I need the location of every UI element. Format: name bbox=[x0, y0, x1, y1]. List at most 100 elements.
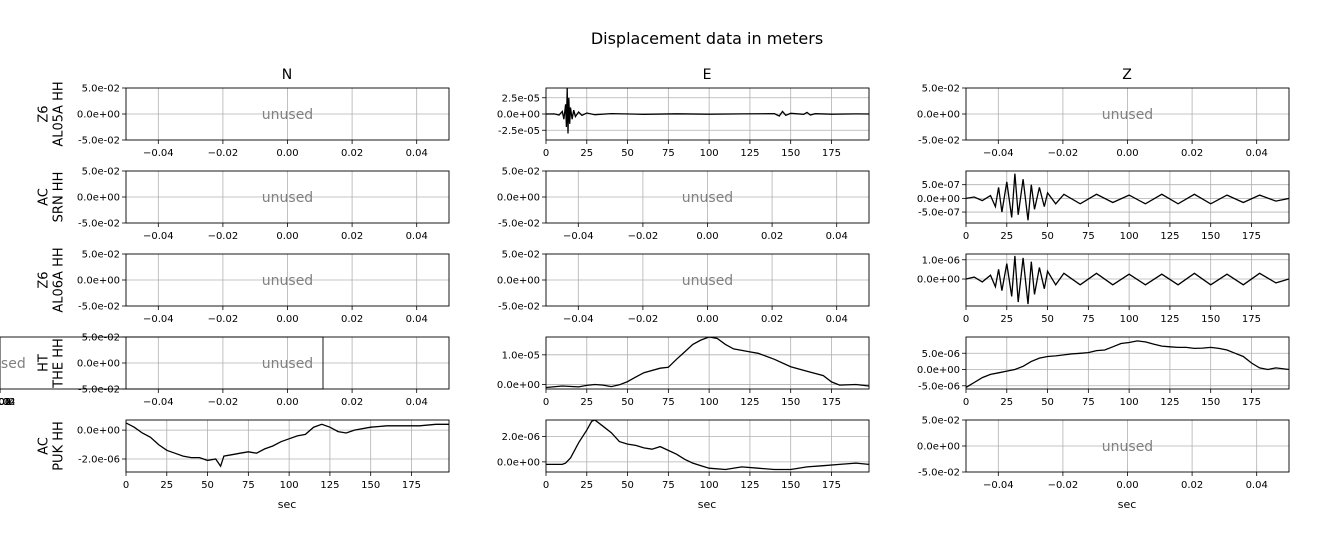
x-tick-label: 0.04 bbox=[406, 314, 428, 325]
x-tick-label: 0.04 bbox=[0, 397, 11, 408]
y-tick-label: 0.0e+00 bbox=[77, 193, 120, 204]
x-tick-label: 100 bbox=[700, 148, 719, 159]
y-tick-label: 0.0e+00 bbox=[497, 457, 540, 468]
x-tick-label: 25 bbox=[1000, 397, 1013, 408]
x-tick-label: 25 bbox=[580, 480, 593, 491]
y-tick-label: 1.0e-05 bbox=[502, 350, 540, 361]
x-tick-label: 125 bbox=[740, 480, 759, 491]
y-tick-label: 0.0e+00 bbox=[917, 442, 960, 453]
x-tick-label: 100 bbox=[700, 480, 719, 491]
series-line bbox=[966, 173, 1289, 221]
unused-label: unused bbox=[0, 356, 26, 372]
y-tick-label: 5.0e-06 bbox=[922, 349, 960, 360]
x-tick-label: −0.04 bbox=[143, 314, 174, 325]
y-tick-label: 0.0e+00 bbox=[917, 365, 960, 376]
x-tick-label: −0.02 bbox=[628, 314, 659, 325]
x-tick-label: 0.00 bbox=[1116, 480, 1138, 491]
column-title-e: E bbox=[703, 67, 712, 83]
row-label-network: Z6 bbox=[36, 105, 51, 122]
y-tick-label: -5.0e-02 bbox=[78, 385, 120, 396]
x-tick-label: 0.04 bbox=[826, 314, 848, 325]
y-tick-label: 5.0e-02 bbox=[82, 333, 120, 344]
x-tick-label: 0.02 bbox=[0, 397, 11, 408]
x-tick-label: 25 bbox=[1000, 231, 1013, 242]
x-tick-label: −0.04 bbox=[143, 397, 174, 408]
panel-frame bbox=[545, 336, 870, 390]
unused-label: unused bbox=[262, 356, 313, 372]
y-tick-label: 0.0e+00 bbox=[77, 110, 120, 121]
x-tick-label: −0.04 bbox=[143, 148, 174, 159]
unused-label: unused bbox=[1102, 107, 1153, 123]
x-tick-label: 0 bbox=[963, 397, 969, 408]
x-tick-label: 100 bbox=[700, 397, 719, 408]
series-line bbox=[546, 420, 869, 471]
y-tick-label: 5.0e-02 bbox=[502, 250, 540, 261]
x-tick-label: 0.02 bbox=[341, 231, 363, 242]
x-tick-label: 75 bbox=[242, 480, 255, 491]
x-tick-label: 0.00 bbox=[276, 231, 298, 242]
y-tick-label: 0.0e+00 bbox=[917, 194, 960, 205]
series-line bbox=[966, 255, 1289, 305]
y-tick-label: 0.0e+00 bbox=[77, 426, 120, 437]
x-tick-label: 0 bbox=[543, 148, 549, 159]
y-tick-label: 5.0e-02 bbox=[82, 250, 120, 261]
row-label-station: AL06A HH bbox=[51, 247, 66, 312]
row-label: ACPUK HH bbox=[36, 421, 66, 471]
series-line bbox=[546, 337, 869, 389]
row-label-network: AC bbox=[36, 188, 51, 206]
panel: 0 25 50 75 100 125 150 175 5.0e-07 0.0e+00 -5.0e-0… bbox=[917, 170, 1290, 242]
x-tick-label: 0.00 bbox=[696, 314, 718, 325]
series-line bbox=[966, 340, 1289, 388]
series-line bbox=[126, 422, 449, 468]
x-tick-label: 100 bbox=[280, 480, 299, 491]
y-tick-label: -2.5e-05 bbox=[498, 126, 540, 137]
y-tick-label: -5.0e-07 bbox=[918, 208, 960, 219]
panel-frame bbox=[965, 87, 1290, 141]
x-tick-label: 25 bbox=[1000, 314, 1013, 325]
x-tick-label: 150 bbox=[1201, 314, 1220, 325]
x-tick-label: −0.02 bbox=[208, 148, 239, 159]
x-tick-label: 50 bbox=[621, 397, 634, 408]
panel-frame bbox=[965, 419, 1290, 473]
x-tick-label: 75 bbox=[662, 397, 675, 408]
x-tick-label: 150 bbox=[781, 148, 800, 159]
x-tick-label: −0.02 bbox=[208, 231, 239, 242]
x-tick-label: 125 bbox=[1160, 314, 1179, 325]
x-tick-label: 50 bbox=[1041, 397, 1054, 408]
unused-label: unused bbox=[262, 273, 313, 289]
row-label-station: AL05A HH bbox=[51, 81, 66, 146]
panel: −0.04 −0.02 0.00 0.02 0.04 5.0e-02 0.0e+00 -5.0… bbox=[77, 167, 450, 242]
y-tick-label: 2.5e-05 bbox=[502, 93, 540, 104]
y-tick-label: 0.0e+00 bbox=[497, 276, 540, 287]
x-tick-label: 75 bbox=[1082, 231, 1095, 242]
row-label-network: AC bbox=[36, 437, 51, 455]
x-tick-label: 175 bbox=[822, 148, 841, 159]
figure-title: Displacement data in meters bbox=[591, 29, 823, 48]
x-tick-label: 125 bbox=[740, 397, 759, 408]
row-label-network: HT bbox=[36, 354, 51, 372]
x-tick-label: 175 bbox=[1242, 397, 1261, 408]
x-tick-label: 0.04 bbox=[1246, 480, 1268, 491]
y-tick-label: -5.0e-02 bbox=[918, 136, 960, 147]
x-tick-label: 25 bbox=[580, 397, 593, 408]
y-tick-label: 5.0e-02 bbox=[82, 167, 120, 178]
x-tick-label: −0.04 bbox=[563, 314, 594, 325]
panel-frame bbox=[125, 170, 450, 224]
x-tick-label: 0.02 bbox=[341, 397, 363, 408]
series-line bbox=[546, 88, 869, 134]
row-label-station: THE HH bbox=[51, 338, 66, 389]
y-tick-label: 5.0e-02 bbox=[502, 167, 540, 178]
x-tick-label: −0.02 bbox=[208, 397, 239, 408]
panel: −0.04 −0.02 0.00 0.02 0.04 5.0e-02 0.0e+00 -5.0… bbox=[77, 250, 450, 325]
panel-frame bbox=[965, 170, 1290, 224]
x-tick-label: 0 bbox=[543, 480, 549, 491]
panel-frame bbox=[545, 87, 870, 141]
y-tick-label: -5.0e-02 bbox=[918, 468, 960, 479]
panel-frame bbox=[545, 170, 870, 224]
x-tick-label: 150 bbox=[1201, 231, 1220, 242]
unused-label: unused bbox=[682, 190, 733, 206]
x-tick-label: 0.00 bbox=[696, 231, 718, 242]
x-tick-label: 0.02 bbox=[1181, 148, 1203, 159]
x-tick-label: 0.00 bbox=[1116, 148, 1138, 159]
